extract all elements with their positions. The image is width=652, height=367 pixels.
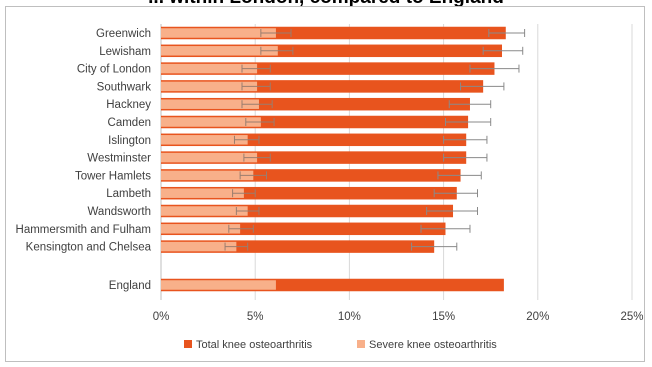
x-tick-label: 5% (247, 311, 264, 323)
category-label-9: Lambeth (106, 188, 151, 200)
category-label-11: Hammersmith and Fulham (16, 224, 151, 236)
bar-severe-9 (161, 188, 244, 198)
bar-severe-10 (161, 206, 248, 216)
category-label-7: Westminster (87, 153, 151, 165)
bar-severe-12 (161, 241, 237, 252)
bar-severe-5 (161, 117, 261, 127)
bar-severe-13 (161, 280, 276, 290)
x-tick-labels: 0% 5% 10% 15% 20% 25% (153, 311, 644, 323)
x-tick-label: 10% (338, 311, 361, 323)
x-tick-label: 20% (526, 311, 549, 323)
category-label-2: City of London (77, 64, 151, 76)
category-label-5: Camden (108, 117, 151, 129)
bar-severe-3 (161, 81, 258, 92)
category-label-10: Wandsworth (88, 206, 152, 218)
bar-severe-7 (161, 152, 258, 163)
category-label-6: Islington (108, 135, 151, 147)
category-labels: Greenwich Lewisham City of London Southwark… (16, 28, 152, 292)
category-label-13: England (109, 280, 151, 292)
category-label-12: Kensington and Chelsea (26, 242, 152, 254)
bar-severe-11 (161, 224, 241, 234)
error-bars-layer (224, 29, 526, 251)
bars-layer (161, 26, 506, 292)
legend-label-1: Severe knee osteoarthritis (369, 339, 497, 351)
legend-label-0: Total knee osteoarthritis (196, 339, 313, 351)
category-label-4: Hackney (106, 99, 151, 111)
bar-severe-4 (161, 99, 259, 109)
bar-severe-1 (161, 46, 278, 56)
category-label-0: Greenwich (96, 28, 151, 40)
bar-severe-8 (161, 170, 254, 181)
legend: Total knee osteoarthritis Severe knee ost… (184, 339, 497, 351)
category-label-3: Southwark (97, 81, 152, 93)
legend-swatch-0 (184, 340, 192, 348)
x-tick-label: 25% (620, 311, 643, 323)
x-tick-label: 0% (153, 311, 170, 323)
legend-swatch-1 (357, 340, 365, 348)
category-label-8: Tower Hamlets (75, 170, 151, 182)
x-tick-label: 15% (432, 311, 455, 323)
bar-severe-0 (161, 28, 276, 38)
bar-severe-2 (161, 63, 258, 74)
chart-title: ... within London, compared to England (0, 0, 652, 8)
bar-severe-6 (161, 135, 248, 145)
category-label-1: Lewisham (99, 46, 151, 58)
